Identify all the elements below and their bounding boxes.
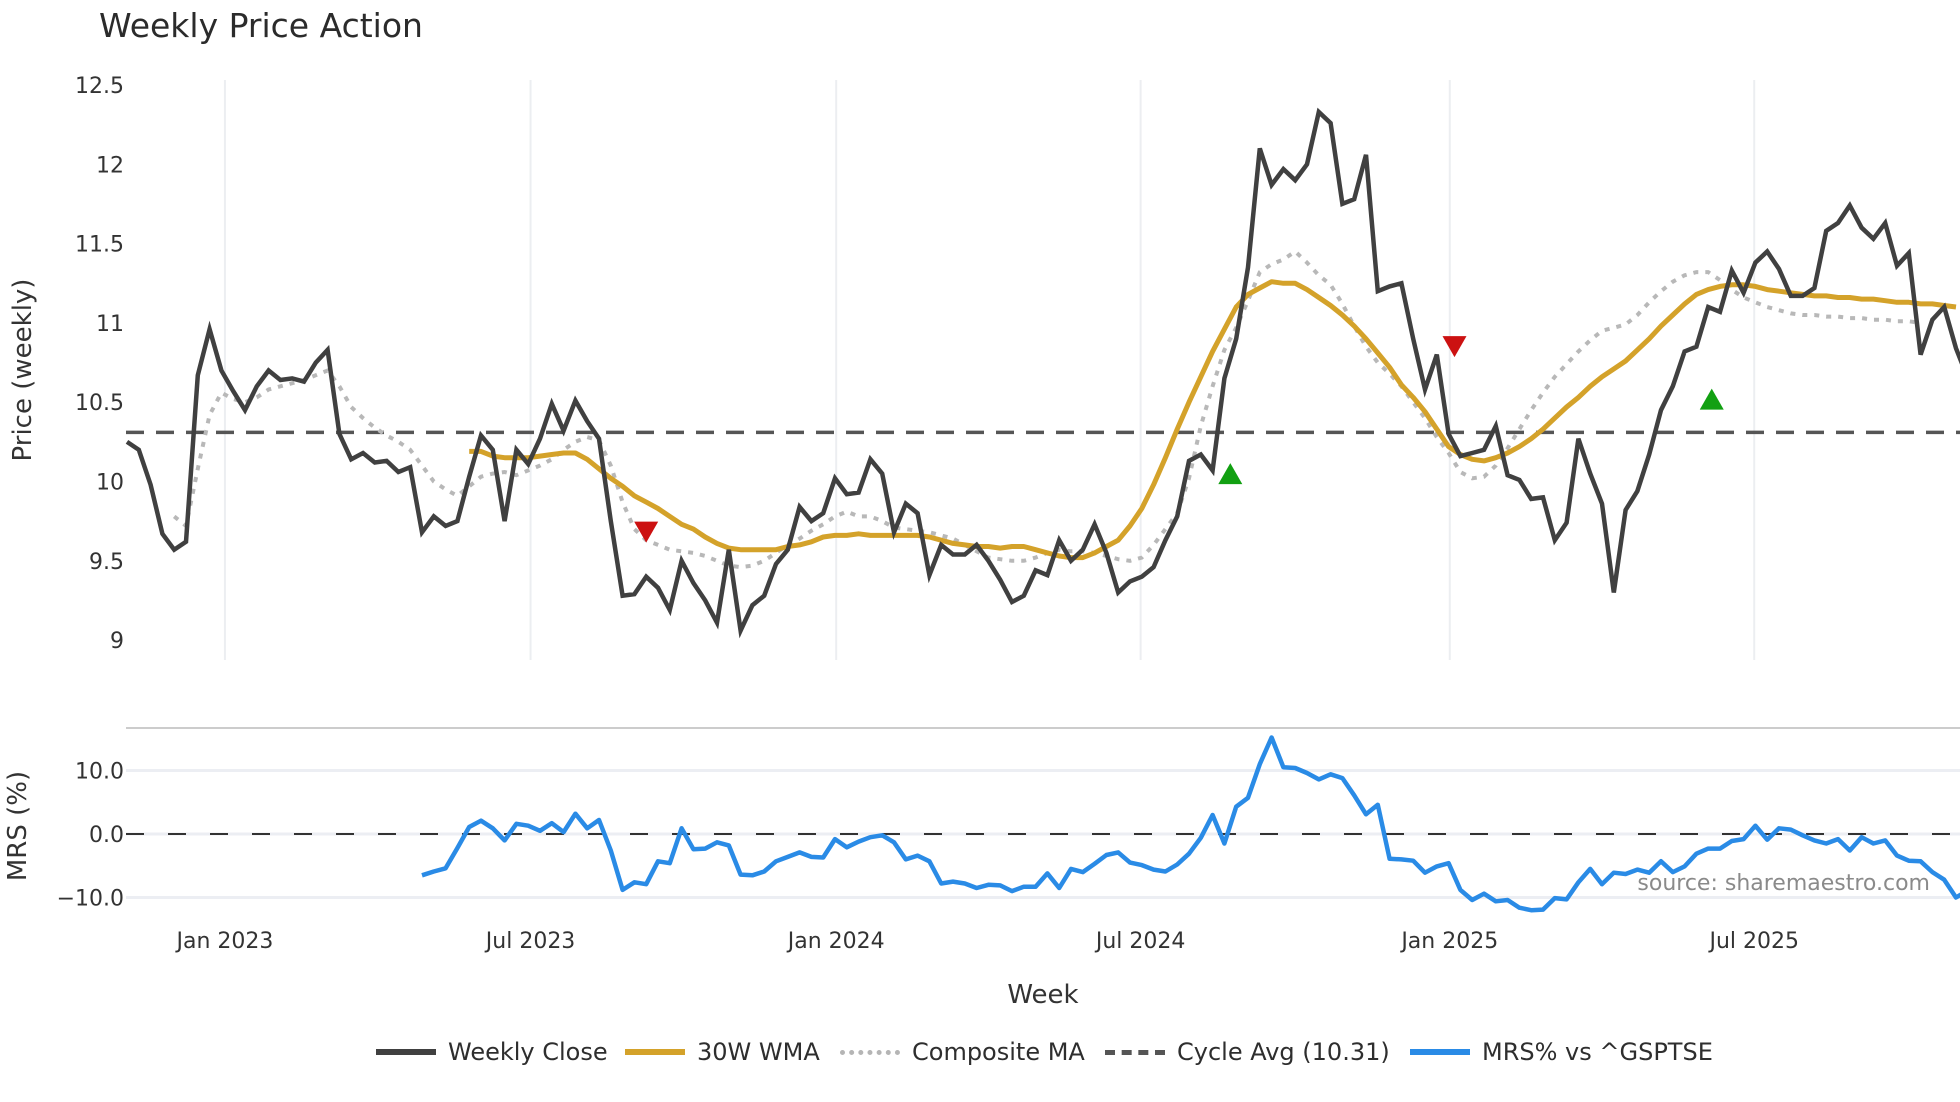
mrs-y-tick-label: 0.0	[89, 823, 124, 848]
legend-item-weekly-close[interactable]: Weekly Close	[376, 1034, 608, 1070]
mrs-y-axis-ticks: 10.0 0.0 −10.0	[57, 760, 124, 912]
mrs-y-tick-label: 10.0	[75, 760, 124, 785]
x-tick-label: Jan 2025	[1399, 929, 1498, 954]
legend-item-mrs[interactable]: MRS% vs ^GSPTSE	[1410, 1034, 1713, 1070]
x-axis-ticks: Jan 2023 Jul 2023 Jan 2024 Jul 2024 Jan 2025…	[174, 929, 1798, 954]
legend-item-composite-ma[interactable]: Composite MA	[840, 1034, 1085, 1070]
legend: Weekly Close 30W WMA Composite MA Cycle …	[0, 1034, 1960, 1070]
legend-item-cycle-avg[interactable]: Cycle Avg (10.31)	[1105, 1034, 1390, 1070]
legend-label: Weekly Close	[448, 1038, 608, 1066]
y-tick-label: 10	[96, 471, 124, 496]
legend-label: Composite MA	[912, 1038, 1085, 1066]
mrs-y-axis-label: MRS (%)	[3, 771, 33, 881]
y-tick-label: 11.5	[75, 233, 124, 258]
price-y-axis-label: Price (weekly)	[8, 279, 38, 462]
x-tick-label: Jan 2023	[174, 929, 273, 954]
buy-signal-marker-icon	[1218, 463, 1243, 485]
y-tick-label: 10.5	[75, 391, 124, 416]
legend-label: MRS% vs ^GSPTSE	[1482, 1038, 1713, 1066]
source-annotation: source: sharemaestro.com	[1637, 871, 1930, 896]
weekly-close-swatch-icon	[376, 1049, 436, 1055]
mrs-line	[421, 735, 1960, 913]
mrs-y-tick-label: −10.0	[57, 887, 124, 912]
y-tick-label: 9	[110, 629, 124, 654]
wma-swatch-icon	[625, 1049, 685, 1055]
sell-signal-marker-icon	[1442, 336, 1467, 358]
y-tick-label: 12.5	[75, 74, 124, 99]
x-tick-label: Jul 2023	[484, 929, 576, 954]
x-tick-label: Jan 2024	[786, 929, 885, 954]
x-axis-label: Week	[1007, 980, 1078, 1010]
legend-label: 30W WMA	[697, 1038, 820, 1066]
mrs-swatch-icon	[1410, 1049, 1470, 1055]
y-tick-label: 11	[96, 312, 124, 337]
signal-markers	[634, 336, 1724, 543]
weekly-close-line	[125, 107, 1960, 639]
sell-signal-marker-icon	[634, 521, 659, 543]
y-tick-label: 12	[96, 153, 124, 178]
vertical-gridlines	[223, 80, 1756, 660]
composite-ma-swatch-icon	[840, 1049, 900, 1055]
y-tick-label: 9.5	[89, 550, 124, 575]
price-y-axis-ticks: 12.5 12 11.5 11 10.5 10 9.5 9	[75, 74, 124, 654]
x-tick-label: Jul 2024	[1094, 929, 1186, 954]
cycle-avg-swatch-icon	[1105, 1049, 1165, 1055]
legend-label: Cycle Avg (10.31)	[1177, 1038, 1390, 1066]
legend-item-30w-wma[interactable]: 30W WMA	[625, 1034, 820, 1070]
x-tick-label: Jul 2025	[1707, 929, 1799, 954]
wma-30w-line	[469, 279, 1957, 561]
chart-title: Weekly Price Action	[99, 6, 423, 45]
buy-signal-marker-icon	[1699, 388, 1724, 410]
